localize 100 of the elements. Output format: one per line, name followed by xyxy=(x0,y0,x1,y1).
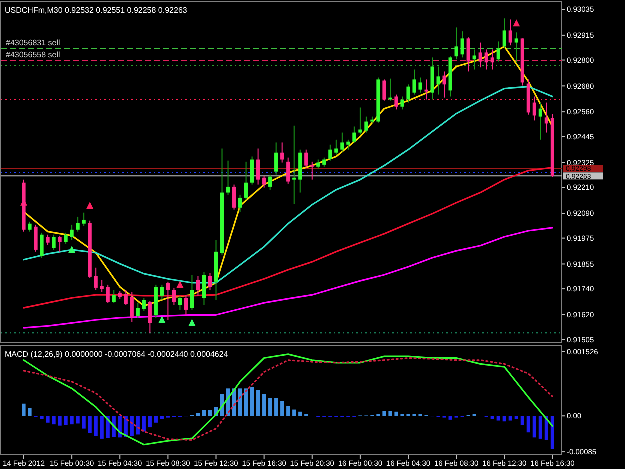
bar xyxy=(502,416,506,422)
candlestick xyxy=(316,159,320,170)
candlestick xyxy=(112,290,116,304)
bar xyxy=(496,416,500,421)
bar xyxy=(550,416,555,450)
candlestick xyxy=(238,194,242,212)
candlestick xyxy=(136,302,140,318)
bar xyxy=(280,401,284,416)
candlestick xyxy=(40,232,44,258)
bar xyxy=(28,408,32,416)
candlestick xyxy=(178,295,182,310)
candlestick xyxy=(52,234,56,250)
candlestick xyxy=(538,102,542,140)
candlestick xyxy=(340,132,344,152)
line-series xyxy=(23,86,554,284)
candlestick xyxy=(64,232,68,244)
bar xyxy=(490,416,494,420)
bar xyxy=(94,416,98,436)
candlestick xyxy=(124,290,128,306)
candlestick xyxy=(46,234,50,246)
bar xyxy=(274,398,278,416)
candlestick xyxy=(412,69,416,96)
ref-line-label: #43056831 sell xyxy=(6,38,60,48)
candlestick xyxy=(544,102,548,134)
ref-line-label: #43056558 sell xyxy=(6,50,60,60)
text: MACD (12,26,9) 0.0000000 -0.0007064 -0.0002440 0.0004624 xyxy=(5,350,229,359)
candlestick xyxy=(250,156,254,186)
line-series xyxy=(23,166,554,309)
bar xyxy=(208,410,212,416)
bar xyxy=(22,404,26,416)
candlestick xyxy=(382,79,386,102)
bar xyxy=(40,416,44,420)
candlestick xyxy=(142,298,146,312)
candlestick xyxy=(364,116,368,134)
candlestick xyxy=(148,300,152,334)
bar xyxy=(382,411,386,416)
candlestick xyxy=(208,272,212,291)
candlestick xyxy=(478,42,482,68)
candlestick xyxy=(322,157,326,168)
candlestick xyxy=(82,212,86,227)
candlestick xyxy=(100,279,104,293)
candlestick xyxy=(328,144,332,162)
bar xyxy=(394,412,398,416)
bar xyxy=(514,416,518,420)
candlestick xyxy=(460,31,464,58)
candlestick xyxy=(202,271,206,306)
bar xyxy=(256,390,260,416)
candlestick xyxy=(436,66,440,96)
bar xyxy=(100,416,104,439)
candlestick xyxy=(508,19,512,46)
bar xyxy=(148,416,152,428)
candlestick xyxy=(190,274,194,310)
point xyxy=(513,20,520,27)
bar xyxy=(532,416,536,438)
bar xyxy=(262,394,266,416)
candlestick xyxy=(388,78,392,102)
candlestick xyxy=(58,235,62,252)
bar xyxy=(154,416,158,423)
candlestick xyxy=(496,41,500,62)
bar xyxy=(160,416,164,420)
point xyxy=(176,280,184,288)
candlestick xyxy=(490,49,494,70)
bar xyxy=(58,416,62,426)
point xyxy=(86,202,94,209)
candlestick xyxy=(394,94,398,110)
candlestick xyxy=(184,294,188,316)
bar xyxy=(238,388,242,416)
candlestick xyxy=(268,174,272,190)
point xyxy=(188,319,196,326)
candlestick xyxy=(484,49,488,70)
bar xyxy=(286,406,290,416)
candlestick xyxy=(196,276,200,296)
bar xyxy=(130,416,134,436)
bar xyxy=(538,416,542,439)
candlestick xyxy=(94,267,98,291)
bar xyxy=(448,416,452,420)
candlestick xyxy=(28,221,32,232)
bar xyxy=(268,398,272,416)
candlestick xyxy=(346,139,350,150)
candlestick xyxy=(274,142,278,176)
bar xyxy=(76,416,80,424)
text: USDCHFm,M30 0.92532 0.92551 0.92258 0.92263 xyxy=(5,6,188,15)
candlestick xyxy=(334,139,338,156)
point xyxy=(158,316,166,324)
candlestick xyxy=(34,224,38,252)
bar xyxy=(202,410,206,416)
line-series xyxy=(23,227,554,329)
bar xyxy=(508,416,512,421)
bar xyxy=(244,388,248,416)
candlestick xyxy=(286,157,290,184)
bar xyxy=(46,416,50,423)
bar xyxy=(142,416,146,432)
candlestick xyxy=(424,79,428,100)
candlestick xyxy=(442,71,446,98)
candlestick xyxy=(304,149,308,168)
candlestick xyxy=(226,160,230,196)
candlestick xyxy=(280,142,284,164)
candlestick xyxy=(514,32,518,64)
candlestick xyxy=(466,37,470,72)
candlestick xyxy=(106,284,110,304)
